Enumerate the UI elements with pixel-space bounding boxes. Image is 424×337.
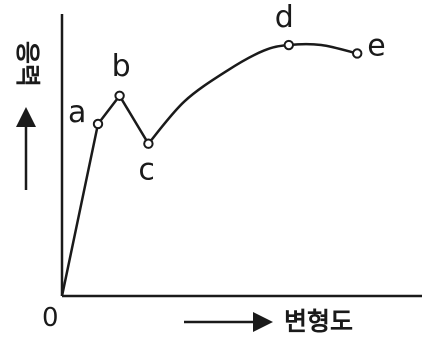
origin-label: 0 xyxy=(42,303,59,333)
point-e xyxy=(352,48,363,59)
y-axis-label: 응력 xyxy=(13,41,42,87)
stress-strain-curve xyxy=(60,42,358,297)
point-b xyxy=(114,90,125,101)
point-label-e: e xyxy=(367,28,385,63)
point-a xyxy=(92,118,104,130)
point-label-c: c xyxy=(138,153,155,188)
point-label-b: b xyxy=(112,49,131,84)
point-label-d: d xyxy=(275,0,294,35)
point-label-a: a xyxy=(68,95,86,130)
point-c xyxy=(143,138,154,149)
x-axis-label: 변형도 xyxy=(284,307,353,336)
point-d xyxy=(283,39,294,51)
